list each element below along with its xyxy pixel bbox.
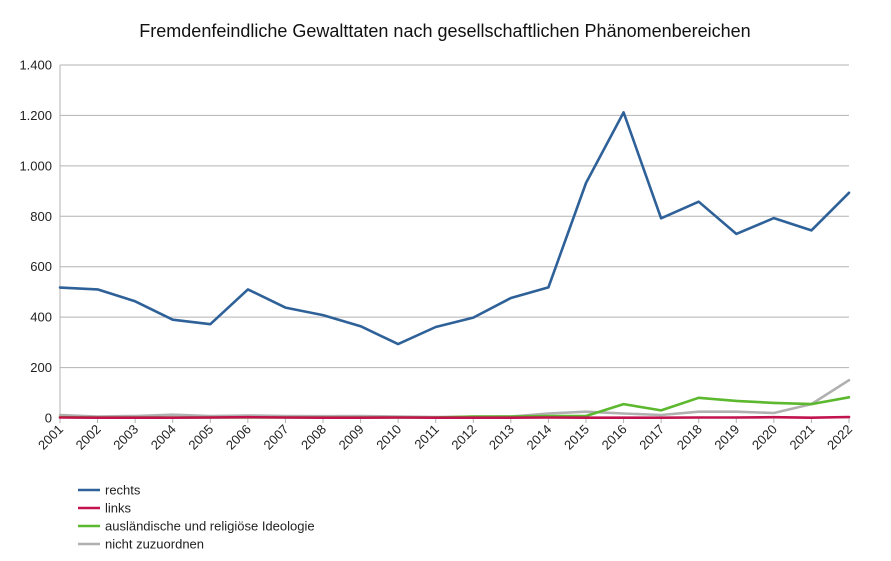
y-tick-label: 1.200 — [19, 108, 52, 123]
x-tick-label: 2019 — [711, 422, 742, 453]
x-tick-label: 2007 — [260, 422, 291, 453]
series-line-links — [58, 415, 851, 420]
series-line-rechts — [58, 111, 851, 346]
x-tick-label: 2005 — [185, 422, 216, 453]
legend-label-ausl-ndische-und-religi-se-ideologie: ausländische und religiöse Ideologie — [105, 519, 315, 534]
series-line-nicht-zuzuordnen — [58, 378, 851, 419]
x-tick-label: 2002 — [73, 422, 104, 453]
y-tick-label: 800 — [30, 209, 52, 224]
series-layer — [58, 111, 851, 420]
x-tick-label: 2017 — [636, 422, 667, 453]
x-tick-label: 2016 — [599, 422, 630, 453]
y-axis-tick-labels: 0 200 400 600 800 1.000 1.200 1.400 — [19, 58, 52, 426]
legend: rechts links ausländische und religiöse Id… — [78, 483, 315, 552]
x-tick-label: 2003 — [110, 422, 141, 453]
y-tick-label: 1.000 — [19, 158, 52, 173]
x-tick-label: 2010 — [373, 422, 404, 453]
y-tick-label: 600 — [30, 259, 52, 274]
legend-label-rechts: rechts — [105, 483, 141, 498]
x-tick-label: 2006 — [223, 422, 254, 453]
x-tick-label: 2015 — [561, 422, 592, 453]
chart-title: Fremdenfeindliche Gewalttaten nach gesel… — [139, 21, 750, 41]
legend-label-links: links — [105, 501, 132, 516]
y-tick-label: 1.400 — [19, 58, 52, 73]
x-tick-label: 2011 — [411, 422, 441, 452]
legend-label-nicht-zuzuordnen: nicht zuzuordnen — [105, 537, 204, 552]
x-tick-label: 2020 — [749, 422, 780, 453]
x-tick-label: 2004 — [148, 422, 179, 453]
grid-layer — [59, 64, 850, 423]
x-tick-label: 2012 — [448, 422, 479, 453]
x-axis-tick-labels: 2001 2002 2003 2004 2005 2006 2007 2008 2009 2010… — [35, 422, 855, 453]
y-tick-label: 200 — [30, 360, 52, 375]
x-tick-label: 2009 — [336, 422, 367, 453]
x-tick-label: 2014 — [523, 422, 554, 453]
x-tick-label: 2022 — [824, 422, 855, 453]
y-tick-label: 400 — [30, 310, 52, 325]
x-tick-label: 2013 — [486, 422, 517, 453]
x-tick-label: 2021 — [786, 422, 817, 453]
y-tick-label: 0 — [45, 411, 52, 426]
x-tick-label: 2018 — [674, 422, 705, 453]
x-tick-label: 2008 — [298, 422, 329, 453]
x-tick-label: 2001 — [35, 422, 66, 453]
